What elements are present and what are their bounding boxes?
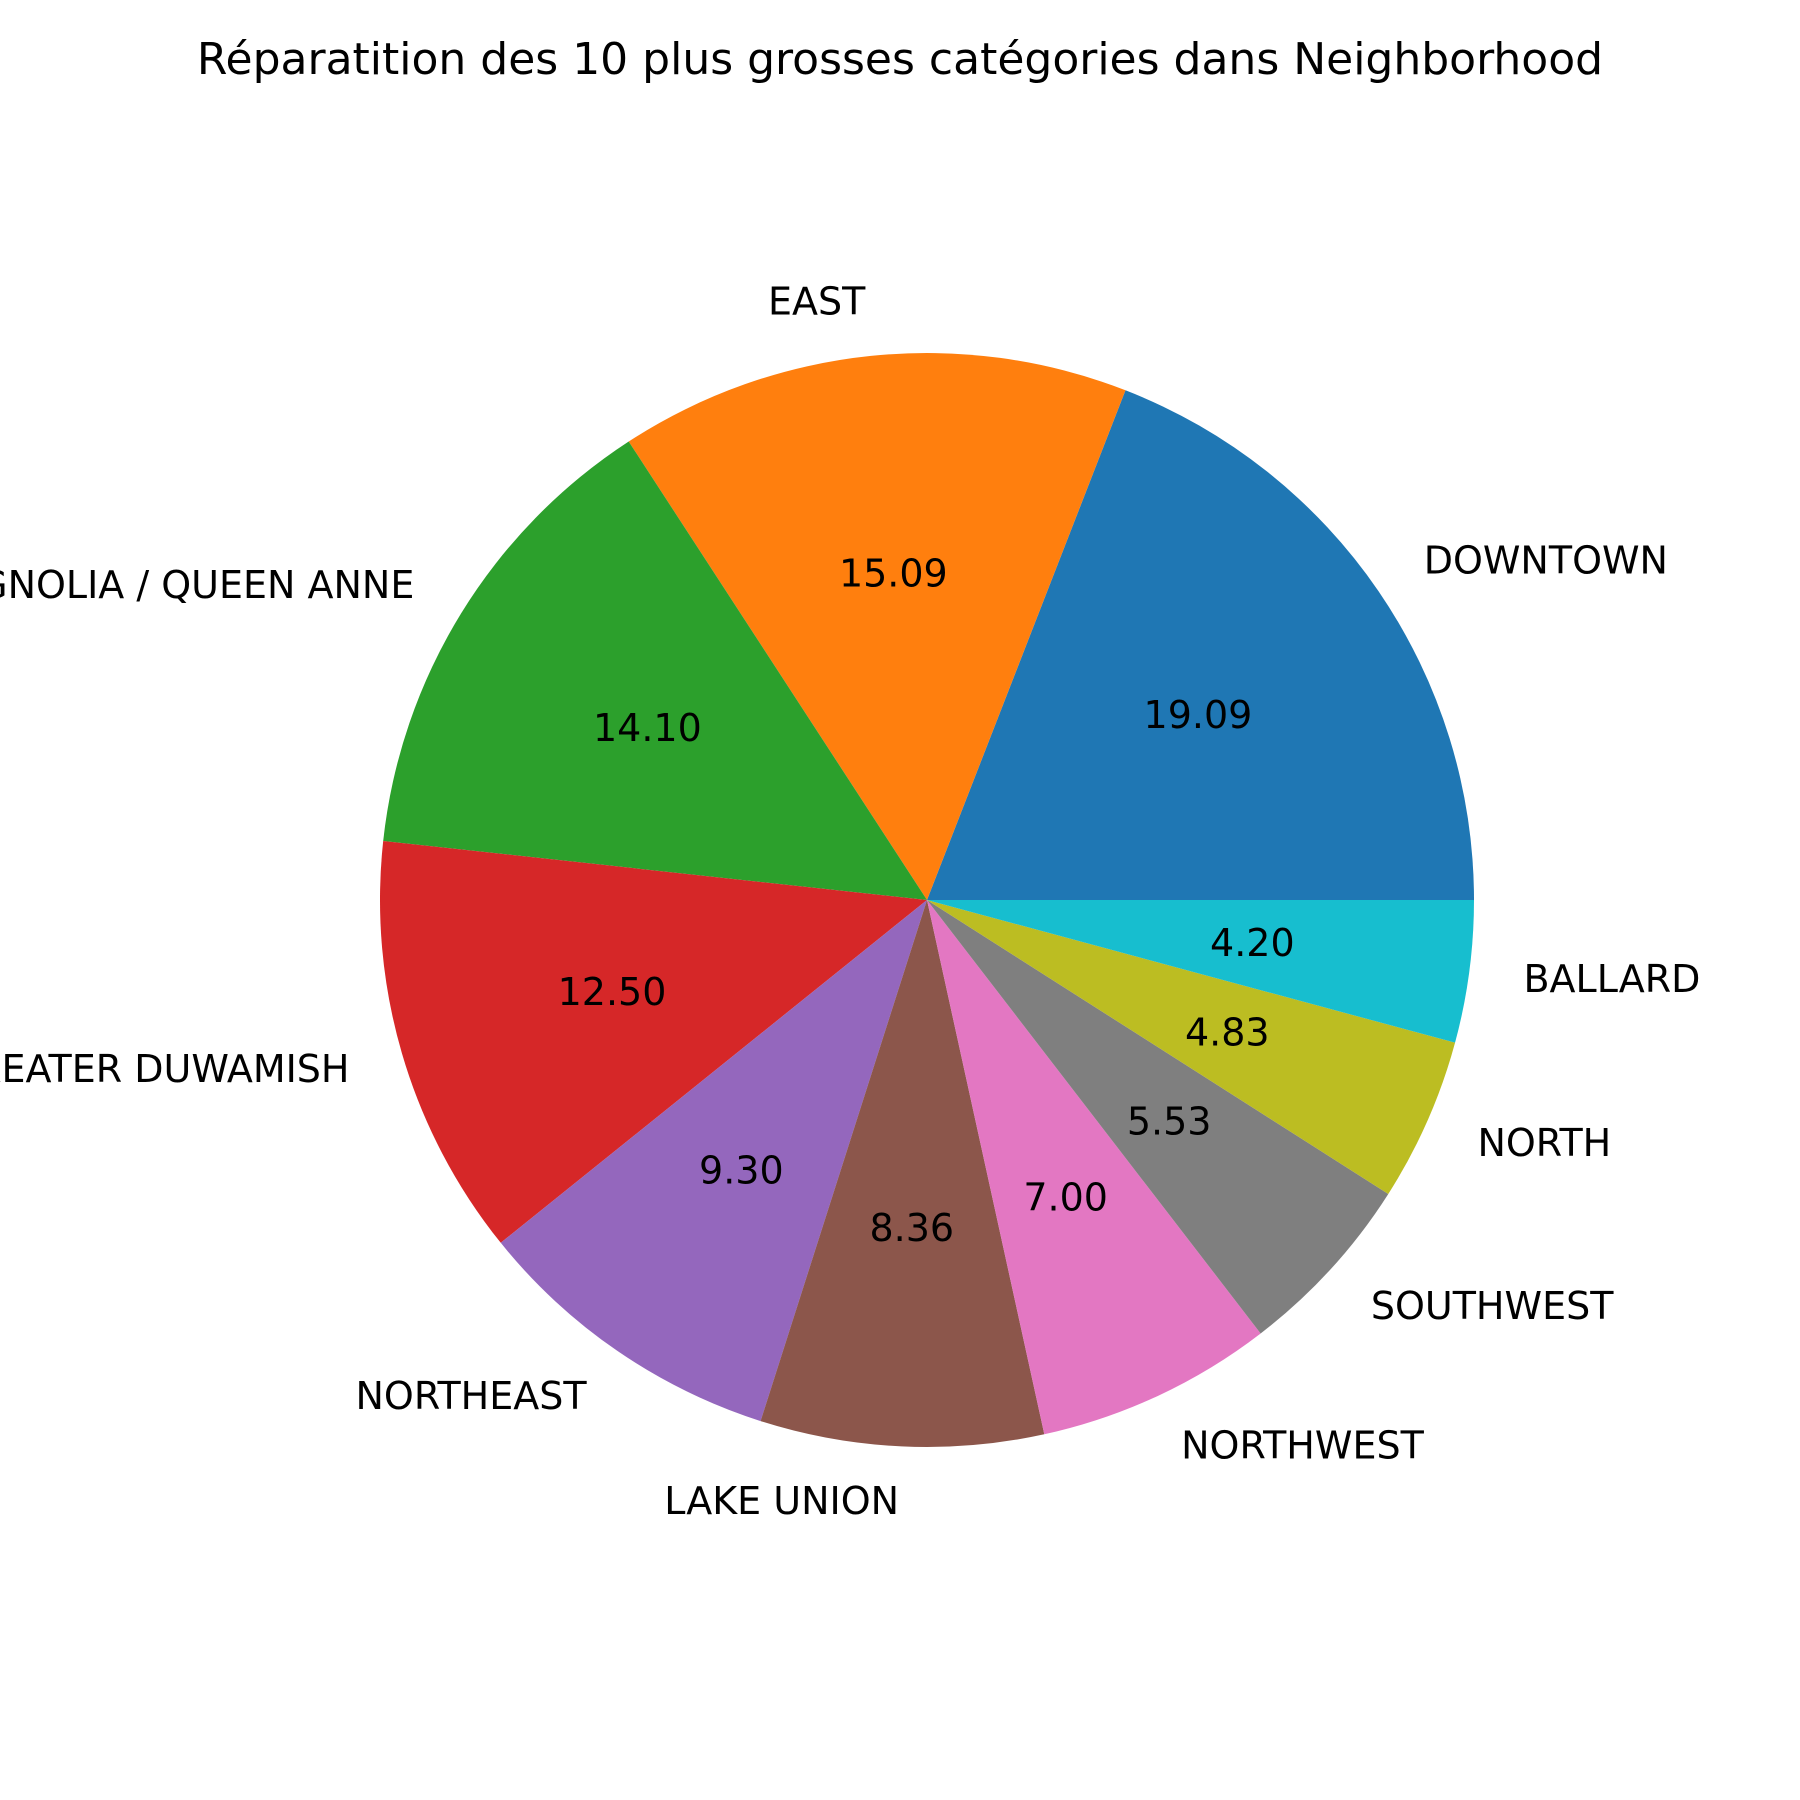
pie-slice-greater-duwamish (380, 841, 927, 1243)
value-label-northwest: 7.00 (1023, 1175, 1108, 1219)
pie-slice-magnolia-queen-anne (383, 441, 928, 900)
category-label-east: EAST (768, 279, 866, 323)
pie-slice-north (927, 900, 1456, 1194)
pie-slice-lake-union (760, 900, 1045, 1447)
category-label-downtown: DOWNTOWN (1424, 538, 1668, 582)
percentage-labels: 19.09 15.09 14.10 12.50 9.30 8.36 7.00 5.53 4.83… (558, 552, 1295, 1250)
value-label-east: 15.09 (839, 552, 948, 596)
pie-slice-southwest (927, 900, 1389, 1334)
value-label-ballard: 4.20 (1210, 921, 1295, 965)
pie-slice-downtown (927, 390, 1474, 900)
value-label-lake-union: 8.36 (869, 1206, 954, 1250)
pie-slice-east (628, 353, 1126, 900)
value-label-southwest: 5.53 (1127, 1100, 1212, 1144)
category-label-southwest: SOUTHWEST (1371, 1284, 1614, 1328)
category-label-ballard: BALLARD (1523, 957, 1700, 1001)
value-label-north: 4.83 (1185, 1011, 1270, 1055)
category-labels: DOWNTOWN EAST MAGNOLIA / QUEEN ANNE GREATER… (0, 279, 1700, 1523)
category-label-north: NORTH (1477, 1121, 1611, 1165)
pie-slice-ballard (927, 900, 1474, 1043)
value-label-greater-duwamish: 12.50 (558, 970, 667, 1014)
pie-slices (380, 353, 1474, 1447)
category-label-magnolia-queen-anne: MAGNOLIA / QUEEN ANNE (0, 563, 414, 607)
category-label-greater-duwamish: GREATER DUWAMISH (0, 1047, 350, 1091)
chart-title: Réparatition des 10 plus grosses catégor… (197, 34, 1603, 85)
pie-slice-northeast (500, 900, 927, 1422)
value-label-northeast: 9.30 (699, 1149, 784, 1193)
category-label-northwest: NORTHWEST (1181, 1423, 1424, 1467)
category-label-lake-union: LAKE UNION (664, 1479, 899, 1523)
value-label-downtown: 19.09 (1144, 693, 1253, 737)
pie-slice-northwest (927, 900, 1261, 1435)
value-label-magnolia-queen-anne: 14.10 (593, 706, 702, 750)
category-label-northeast: NORTHEAST (355, 1374, 587, 1418)
